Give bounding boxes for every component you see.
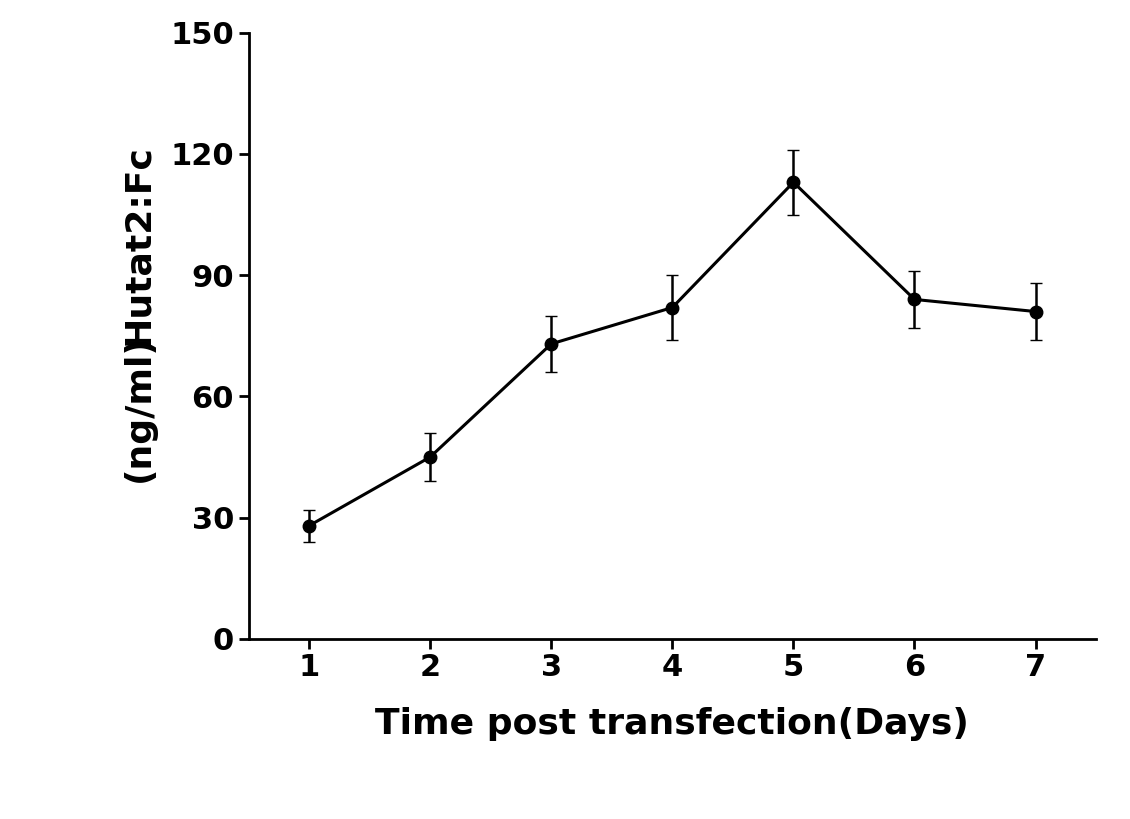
X-axis label: Time post transfection(Days): Time post transfection(Days): [375, 708, 970, 741]
Text: (ng/ml): (ng/ml): [121, 335, 156, 482]
Text: Hutat2:Fc: Hutat2:Fc: [121, 144, 156, 346]
